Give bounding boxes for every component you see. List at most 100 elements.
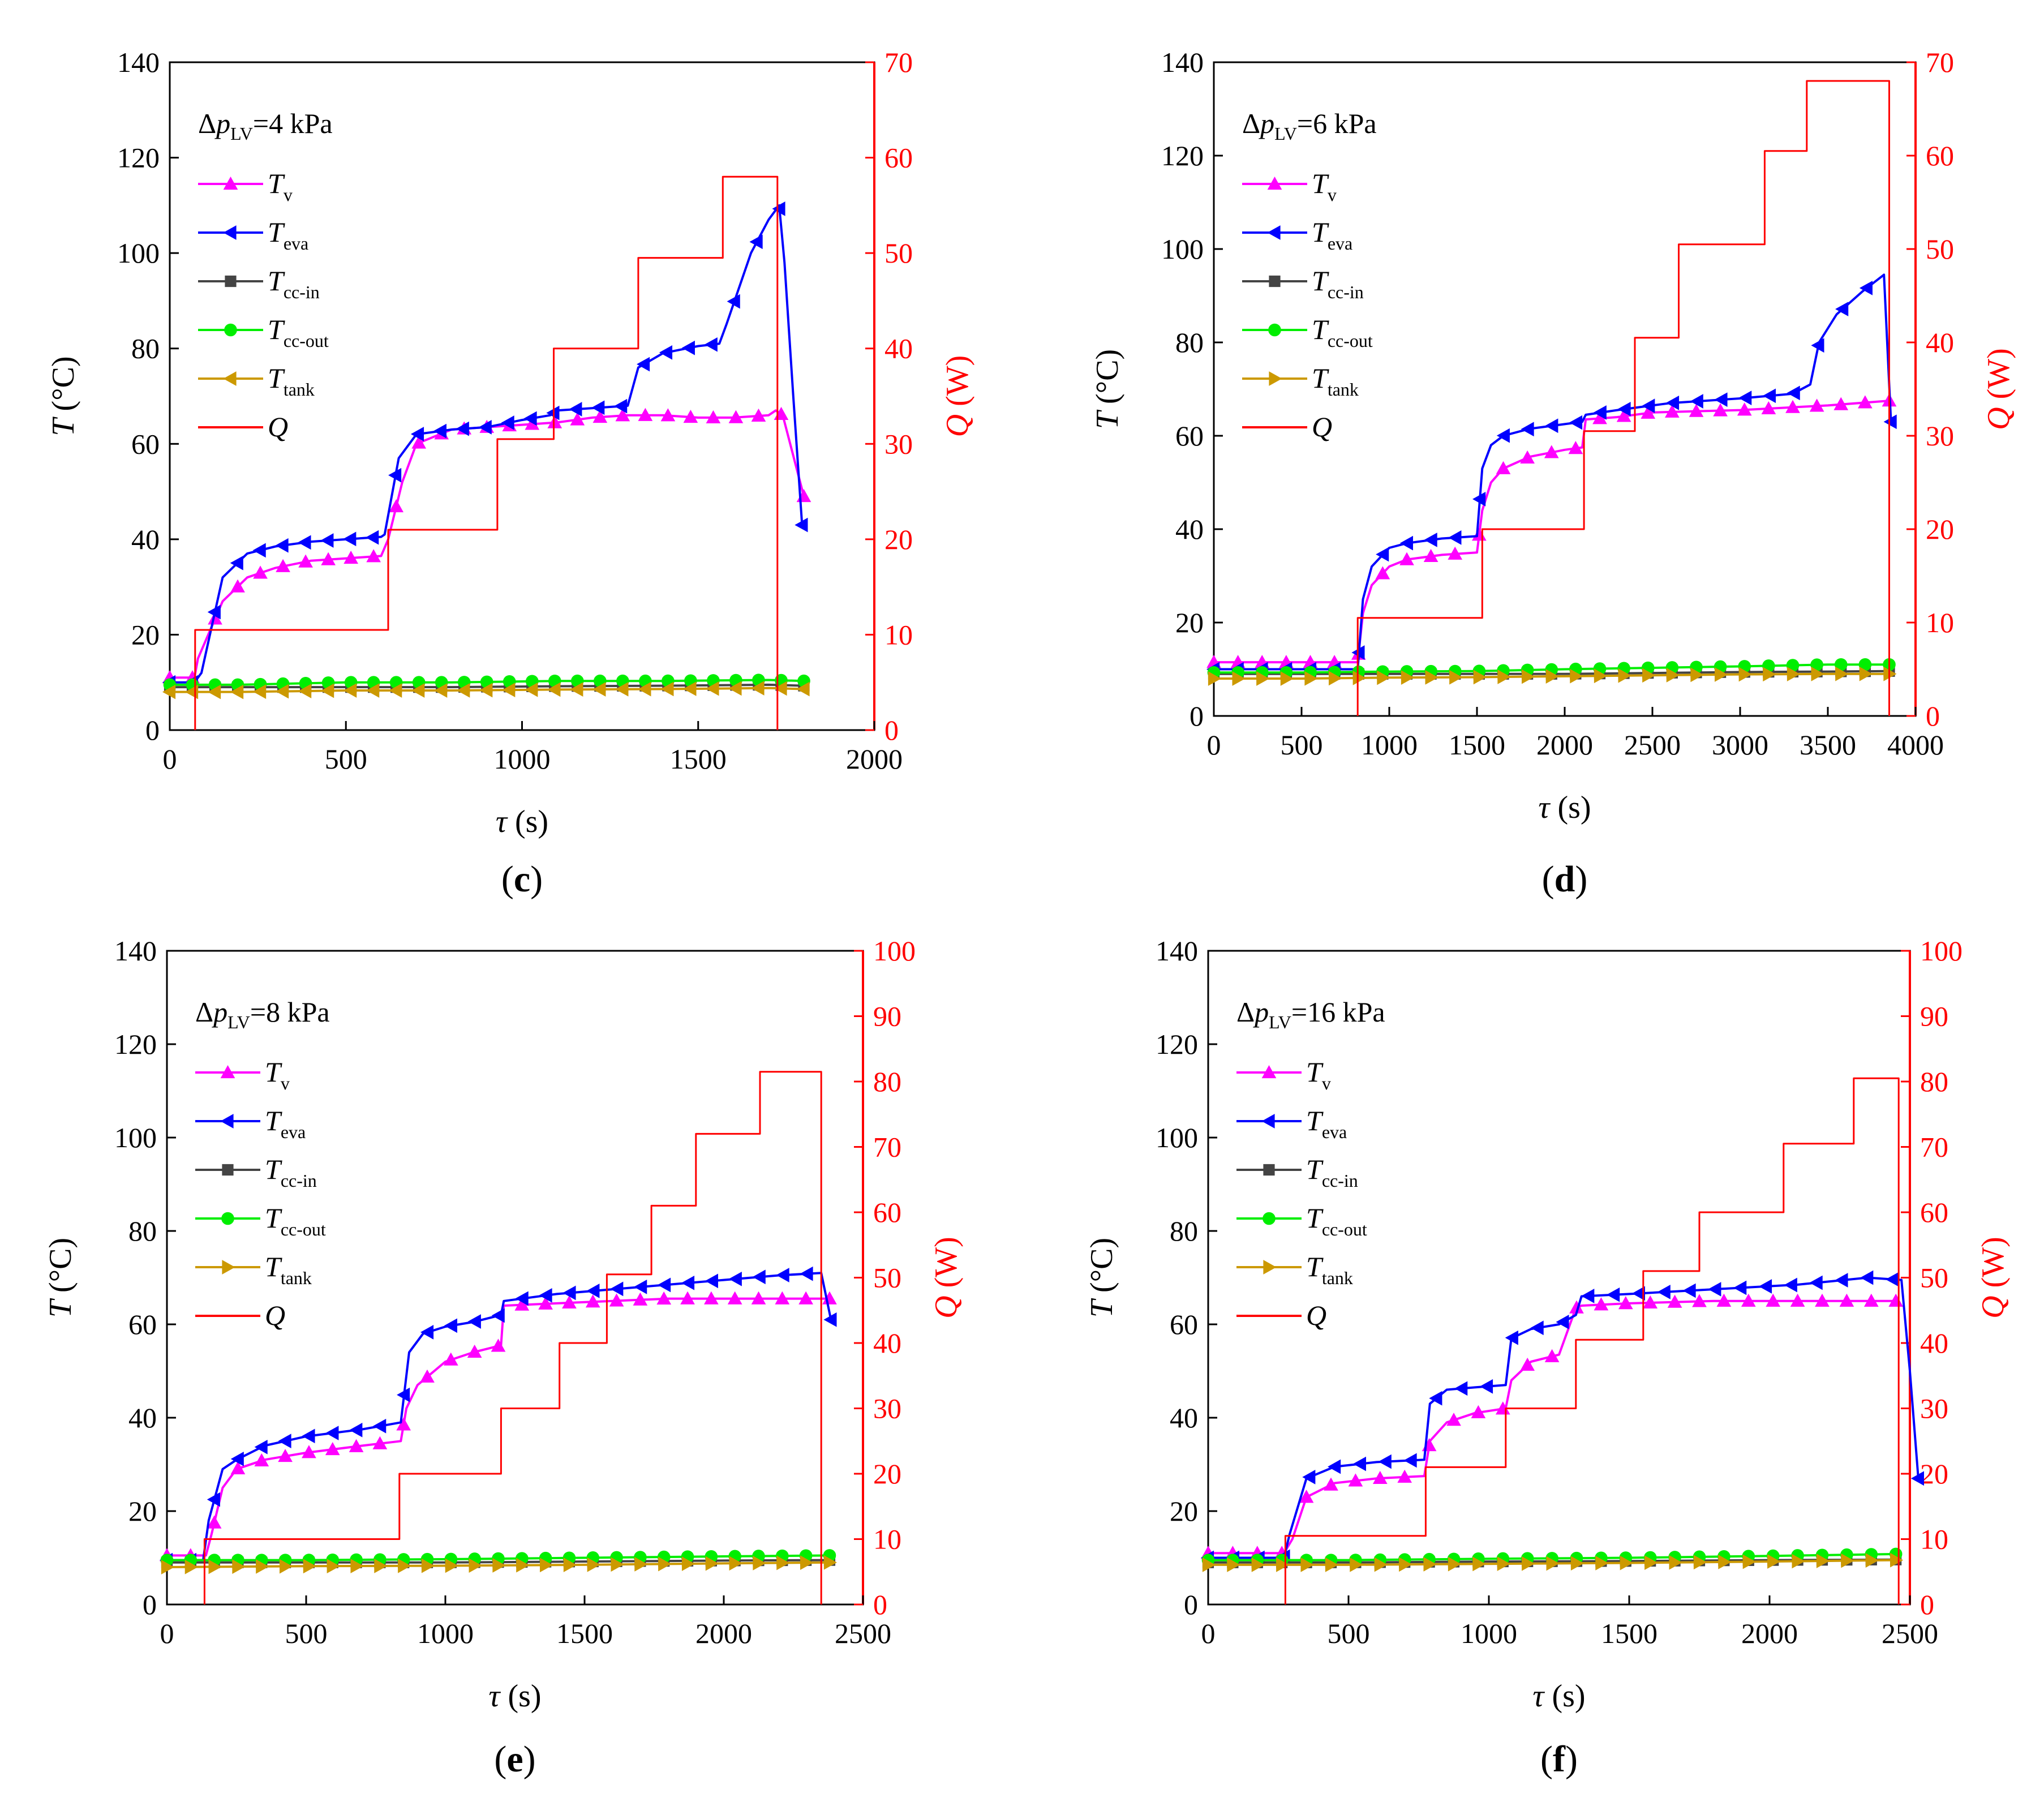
y-right-tick-label: 40	[873, 1327, 901, 1359]
y-right-tick-label: 80	[1920, 1066, 1948, 1097]
series-line-q	[203, 1071, 822, 1604]
series-marker	[1708, 1282, 1721, 1297]
series-marker	[591, 400, 605, 415]
series-marker	[1522, 1556, 1535, 1571]
legend-entry-label: Ttank	[265, 1251, 312, 1288]
series-marker	[1763, 667, 1776, 682]
series-marker	[1785, 400, 1800, 413]
series-marker	[728, 410, 744, 423]
series-marker	[230, 1452, 244, 1466]
series-marker	[823, 1555, 837, 1570]
series-marker	[478, 420, 492, 435]
series-line-q	[1356, 80, 1890, 716]
series-marker	[1546, 1556, 1560, 1571]
y-right-tick-label: 90	[1920, 1001, 1948, 1032]
y-right-tick-label: 20	[884, 524, 913, 555]
series-marker	[1835, 1273, 1848, 1288]
series-marker	[1682, 1283, 1696, 1298]
series-marker	[343, 550, 358, 564]
series-marker	[1738, 667, 1752, 682]
series-marker	[1570, 1556, 1584, 1571]
series-marker	[1631, 1286, 1645, 1301]
series-marker	[1352, 671, 1366, 685]
y-left-tick-label: 100	[1161, 233, 1204, 265]
y-right-tick-label: 50	[1926, 233, 1954, 265]
series-marker	[1835, 666, 1849, 681]
series-marker	[1690, 394, 1703, 409]
series-marker	[1595, 1556, 1609, 1571]
x-tick-label: 2000	[1536, 729, 1593, 761]
series-marker	[1352, 1456, 1366, 1471]
series-marker	[1666, 668, 1680, 683]
series-marker	[547, 415, 562, 428]
series-marker	[278, 1434, 291, 1448]
series-marker	[1448, 546, 1463, 560]
legend-entry-label: Tcc-in	[265, 1153, 317, 1191]
series-marker	[184, 1559, 198, 1574]
series-marker	[1644, 1555, 1658, 1571]
y-left-tick-label: 20	[1170, 1495, 1198, 1527]
x-tick-label: 2000	[695, 1617, 752, 1649]
y-left-tick-label: 120	[117, 142, 160, 174]
pressure-annotation: ΔpLV=6 kPa	[1242, 108, 1377, 144]
y-left-tick-label: 100	[1156, 1122, 1198, 1153]
legend-entry-label: Q	[1312, 411, 1332, 443]
legend-marker	[223, 371, 237, 386]
x-tick-label: 1000	[1361, 729, 1418, 761]
series-marker	[798, 1291, 813, 1305]
series-marker	[633, 1292, 648, 1306]
series-marker	[516, 1558, 530, 1573]
series-marker	[457, 683, 470, 698]
y-left-tick-label: 80	[131, 333, 160, 364]
series-marker	[349, 1439, 364, 1452]
series-marker	[1815, 1293, 1830, 1307]
series-marker	[444, 1318, 457, 1333]
x-tick-label: 500	[1281, 729, 1323, 761]
series-marker	[525, 682, 538, 697]
series-marker	[1642, 668, 1656, 683]
y-left-tick-label: 0	[1190, 700, 1204, 732]
series-marker	[1858, 395, 1873, 409]
series-marker	[751, 408, 766, 422]
series-markers-t_tank	[161, 1555, 837, 1574]
x-tick-label: 0	[160, 1617, 174, 1649]
series-marker	[479, 683, 493, 698]
series-marker	[1399, 535, 1413, 551]
series-marker	[539, 1288, 552, 1303]
series-marker	[800, 1555, 814, 1570]
series-marker	[1787, 667, 1801, 681]
y-left-tick-label: 120	[114, 1028, 157, 1060]
series-marker	[230, 1461, 246, 1475]
series-marker	[350, 1559, 364, 1573]
series-marker	[728, 681, 742, 696]
series-marker	[1497, 1556, 1510, 1571]
y-right-tick-label: 60	[884, 142, 913, 174]
series-marker	[1620, 1555, 1633, 1571]
series-marker	[1324, 1477, 1338, 1491]
series-marker	[445, 1558, 458, 1573]
series-marker	[1713, 403, 1728, 417]
legend-marker	[1267, 176, 1282, 190]
legend-marker	[220, 1114, 234, 1129]
series-marker	[1714, 392, 1728, 407]
series-marker	[502, 683, 516, 697]
series-marker	[1742, 1554, 1756, 1569]
series-marker	[1429, 1391, 1442, 1406]
series-marker	[1423, 548, 1438, 563]
series-marker	[1741, 1293, 1756, 1307]
series-marker	[1657, 1285, 1671, 1299]
series-marker	[1348, 1473, 1363, 1487]
series-marker	[303, 1559, 316, 1574]
y-left-tick-label: 40	[1175, 513, 1204, 545]
series-marker	[562, 1285, 576, 1301]
series-marker	[1256, 671, 1270, 686]
x-tick-label: 3500	[1800, 729, 1856, 761]
series-marker	[615, 681, 629, 697]
series-marker	[1787, 385, 1800, 401]
series-marker	[469, 1558, 482, 1573]
series-marker	[1530, 1320, 1544, 1336]
y-right-tick-label: 0	[1920, 1589, 1934, 1620]
series-marker	[1497, 670, 1511, 684]
series-marker	[1202, 1558, 1216, 1572]
series-marker	[366, 530, 379, 545]
